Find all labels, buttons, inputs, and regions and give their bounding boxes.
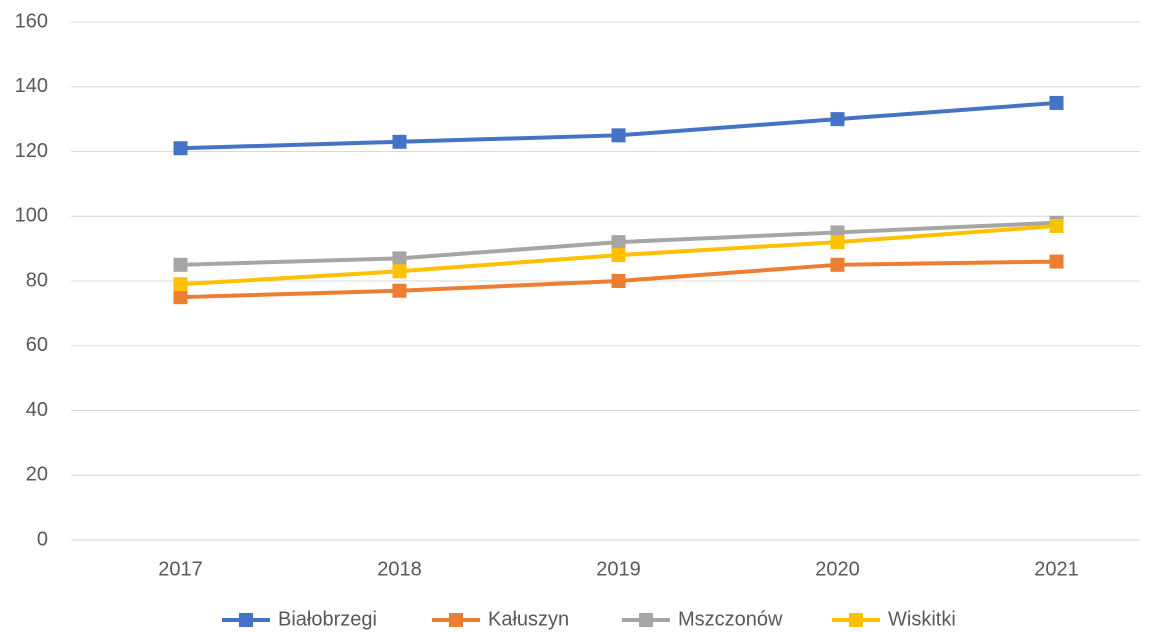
legend-marker: [849, 613, 863, 627]
y-tick-label: 160: [15, 10, 48, 32]
y-tick-label: 80: [26, 269, 48, 291]
point-marker: [1049, 218, 1064, 233]
point-marker: [392, 251, 407, 266]
point-marker: [173, 290, 188, 305]
point-marker: [1049, 95, 1064, 110]
point-marker: [611, 235, 626, 250]
legend-marker: [239, 613, 253, 627]
legend-label: Białobrzegi: [278, 608, 377, 630]
point-marker: [173, 277, 188, 292]
point-marker: [830, 257, 845, 272]
x-tick-label: 2021: [1034, 558, 1079, 580]
y-tick-label: 60: [26, 334, 48, 356]
legend-marker: [449, 613, 463, 627]
point-marker: [611, 274, 626, 288]
legend-label: Kałuszyn: [488, 608, 569, 630]
point-marker: [392, 264, 407, 279]
x-tick-label: 2020: [815, 558, 860, 580]
y-tick-label: 40: [26, 399, 48, 421]
point-marker: [1049, 254, 1064, 269]
point-marker: [392, 134, 407, 149]
point-marker: [611, 248, 626, 263]
legend-label: Mszczonów: [678, 608, 783, 630]
legend-label: Wiskitki: [888, 608, 956, 630]
point-marker: [173, 257, 188, 272]
x-tick-label: 2019: [596, 558, 641, 580]
point-marker: [830, 112, 845, 127]
point-marker: [611, 128, 626, 143]
point-marker: [173, 141, 188, 156]
point-marker: [392, 283, 407, 298]
y-tick-label: 0: [37, 528, 48, 550]
x-tick-label: 2018: [377, 558, 422, 580]
point-marker: [830, 235, 845, 250]
y-tick-label: 100: [15, 205, 48, 227]
y-tick-label: 140: [15, 75, 48, 97]
y-tick-label: 120: [15, 140, 48, 162]
x-tick-label: 2017: [158, 558, 203, 580]
y-tick-label: 20: [26, 464, 48, 486]
legend-marker: [639, 613, 653, 627]
